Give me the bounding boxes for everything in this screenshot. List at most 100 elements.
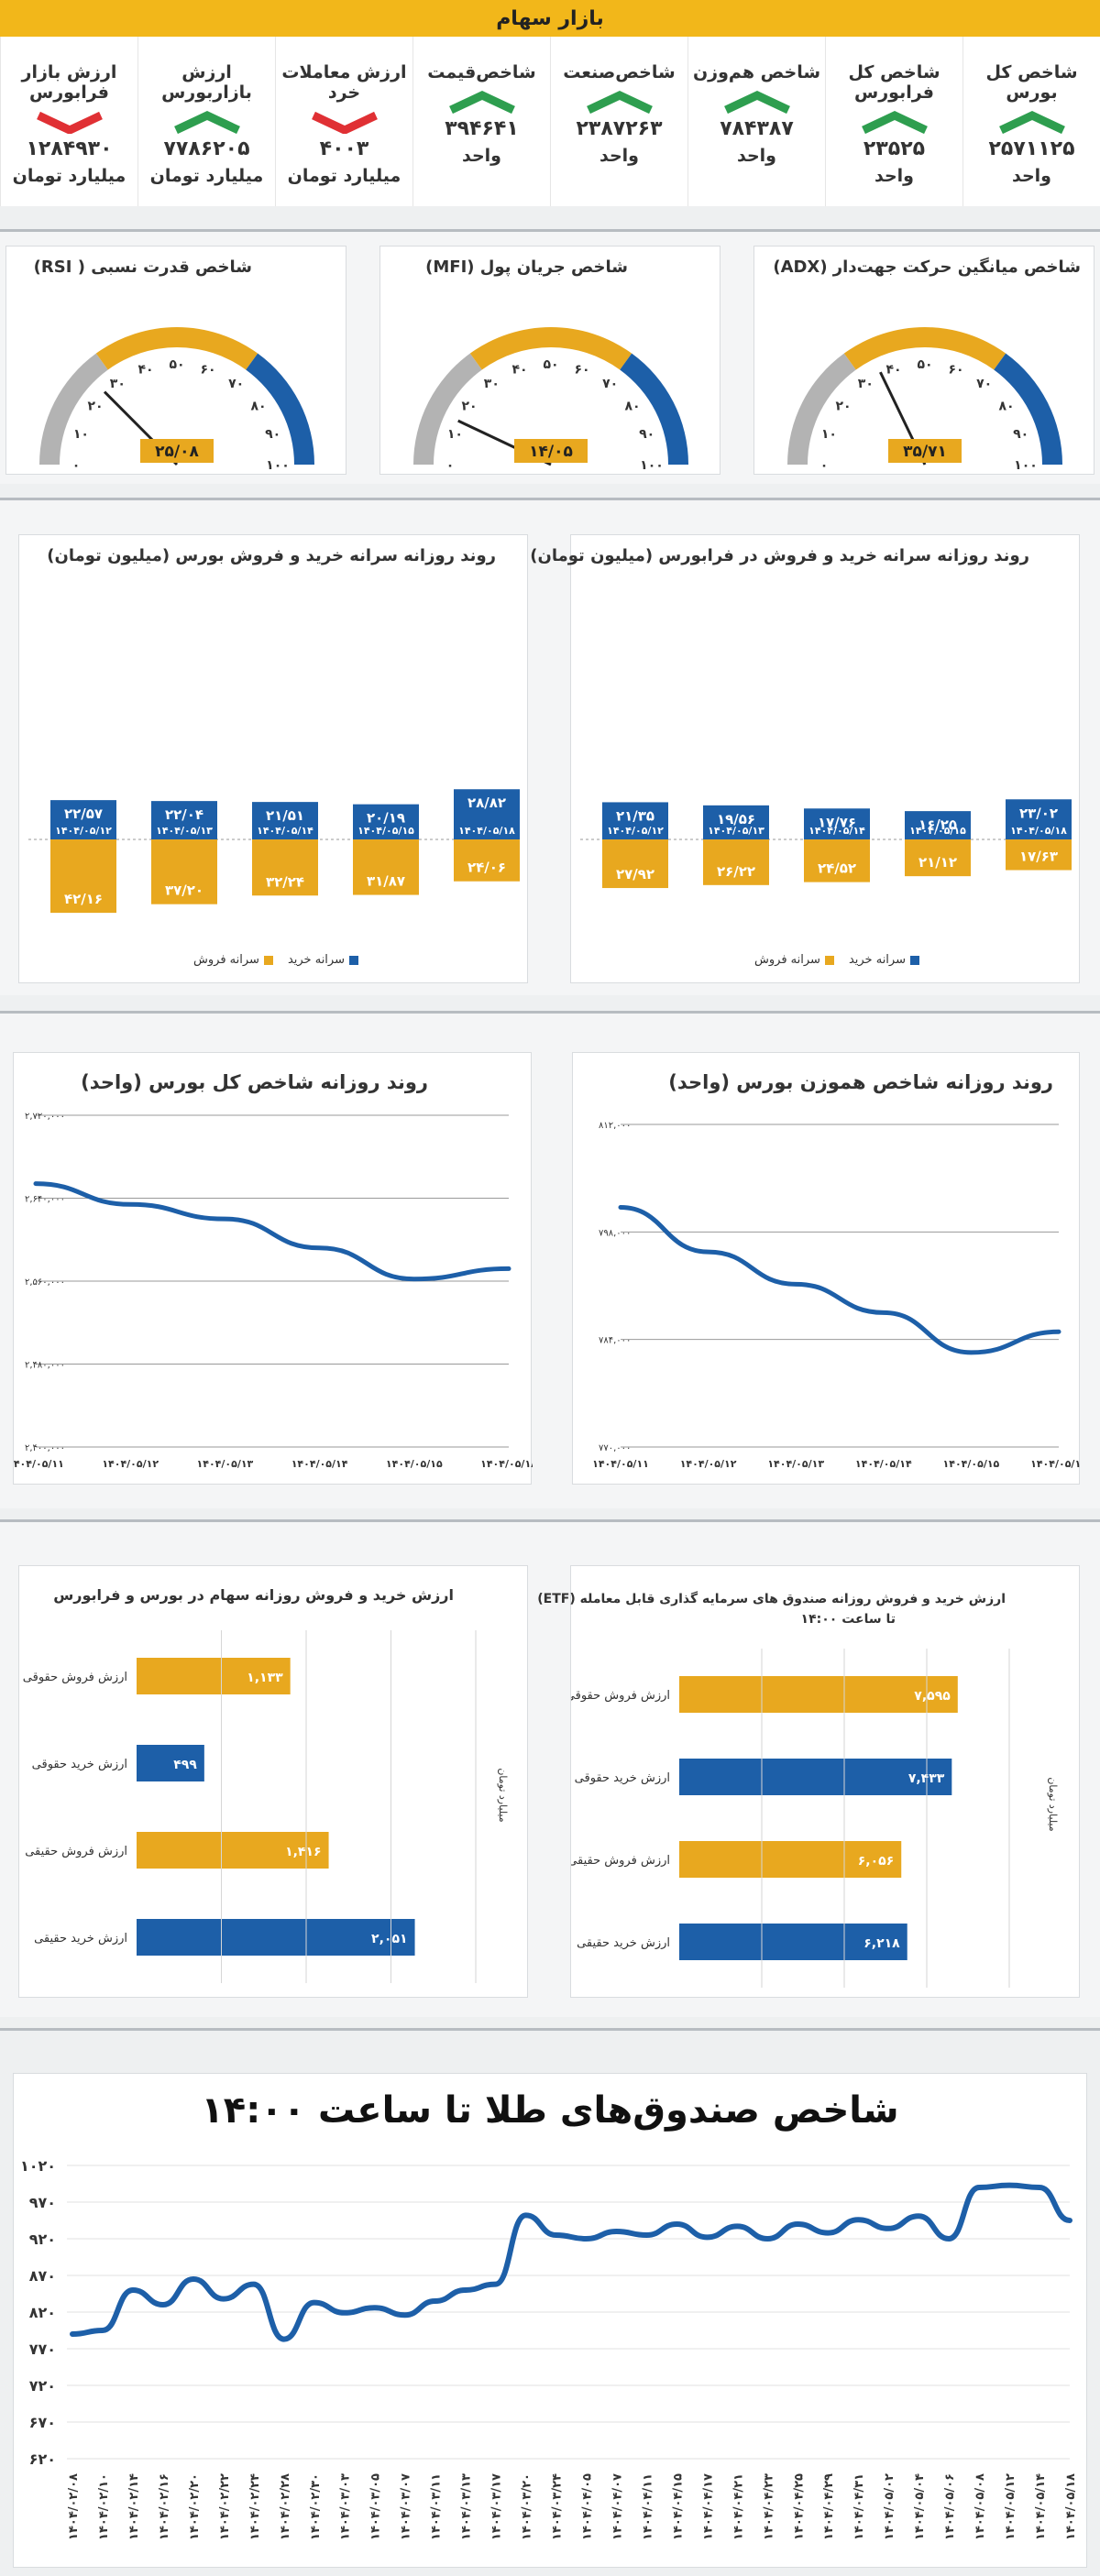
- gauge-tick-label: ۵۰: [917, 357, 932, 372]
- x-tick-label: ۱۴۰۴/۰۵/۱۵: [943, 1458, 1000, 1470]
- x-tick-label: ۱۴۰۴/۰۴/۲۳: [762, 2473, 776, 2540]
- legend-buy: سرانه خرید: [849, 953, 919, 967]
- trend-chevron: [726, 95, 788, 110]
- gauge-tick-label: ۵۰: [169, 357, 184, 372]
- kpi-title: ارزش معاملات خرد: [276, 62, 412, 103]
- gauge-tick-label: ۰: [446, 458, 455, 473]
- buy-value-label: ۲۱/۵۱: [266, 807, 304, 824]
- x-tick-label: ۱۴۰۴/۰۳/۲۰: [521, 2473, 534, 2540]
- x-tick-label: ۱۴۰۴/۰۵/۱۱: [14, 1458, 64, 1470]
- gauge-tick-label: ۴۰: [886, 362, 901, 377]
- category-label: ۱۴۰۴/۰۵/۱۳: [156, 825, 213, 837]
- buy-value-label: ۲۲/۰۴: [165, 806, 204, 823]
- x-tick-label: ۱۴۰۴/۰۲/۲۲: [218, 2473, 232, 2540]
- buy-value-label: ۲۱/۳۵: [616, 807, 654, 824]
- x-tick-label: ۱۴۰۴/۰۵/۱۸: [480, 1458, 533, 1470]
- kpi-unit: واحد: [551, 146, 688, 166]
- x-tick-label: ۱۴۰۴/۰۲/۱۴: [127, 2473, 141, 2540]
- gauge-tick-label: ۴۰: [138, 362, 153, 377]
- x-tick-label: ۱۴۰۴/۰۵/۱۳: [767, 1458, 824, 1470]
- y-tick-label: ۶۲۰: [29, 2450, 56, 2468]
- x-tick-label: ۱۴۰۴/۰۴/۳۱: [852, 2473, 866, 2540]
- x-tick-label: ۱۴۰۴/۰۳/۰۵: [369, 2473, 383, 2540]
- kpi-unit: میلیارد تومان: [138, 166, 275, 186]
- farabourse-per-capita-chart: ۲۱/۳۵۱۴۰۴/۰۵/۱۲۲۷/۹۲۱۹/۵۶۱۴۰۴/۰۵/۱۳۲۶/۲۲…: [571, 572, 1081, 975]
- x-tick-label: ۱۴۰۴/۰۲/۲۴: [248, 2473, 262, 2540]
- kpi-row: شاخص کل بورس ۲۵۷۱۱۲۵ واحد شاخص کل فرابورس ۲۳…: [0, 37, 1100, 206]
- category-label: ۱۴۰۴/۰۵/۱۸: [458, 825, 515, 837]
- x-tick-label: ۱۴۰۴/۰۲/۲۰: [188, 2473, 202, 2540]
- kpi-title: شاخص کل فرابورس: [826, 62, 962, 103]
- trend-chevron: [314, 115, 376, 130]
- x-tick-label: ۱۴۰۴/۰۵/۱۴: [1034, 2473, 1048, 2540]
- trend-down-icon: [308, 110, 381, 134]
- legend-swatch: [349, 956, 358, 965]
- gauge-tick-label: ۸۰: [250, 399, 266, 413]
- bar-value-label: ۶,۰۵۶: [858, 1854, 895, 1869]
- category-label: ۱۴۰۴/۰۵/۱۵: [358, 825, 414, 837]
- category-label: ۱۴۰۴/۰۵/۱۸: [1010, 825, 1067, 837]
- legend-label: سرانه خرید: [849, 953, 906, 967]
- trend-chevron: [1001, 115, 1063, 130]
- gauge-tick-label: ۱۰۰: [266, 458, 290, 473]
- x-tick-label: ۱۴۰۴/۰۲/۳۰: [309, 2473, 323, 2540]
- chart-legend: سرانه خرید سرانه فروش: [193, 953, 358, 967]
- y-tick-label: ۸۲۰: [29, 2304, 56, 2321]
- stock-value-chart: ۱,۱۳۳ارزش فروش حقوقی۴۹۹ارزش خرید حقوقی۱,…: [19, 1566, 529, 1999]
- kpi-card: شاخص کل فرابورس ۲۳۵۲۵ واحد: [825, 37, 962, 206]
- gauge-tick-label: ۳۰: [484, 377, 500, 391]
- x-tick-label: ۱۴۰۴/۰۴/۱۷: [701, 2473, 715, 2540]
- x-tick-label: ۱۴۰۴/۰۵/۱۲: [680, 1458, 737, 1470]
- trend-up-icon: [858, 110, 931, 134]
- buy-value-label: ۲۳/۰۲: [1019, 805, 1058, 821]
- x-tick-label: ۱۴۰۴/۰۵/۱۱: [592, 1458, 649, 1470]
- bourse-per-capita-chart: ۲۲/۵۷۱۴۰۴/۰۵/۱۲۴۲/۱۶۲۲/۰۴۱۴۰۴/۰۵/۱۳۳۷/۲۰…: [19, 572, 529, 975]
- gauge-panel-adx: شاخص میانگین حرکت جهت‌دار (ADX) ۰ ۱۰ ۲۰ ۳۰ ۴…: [754, 246, 1094, 475]
- gauge-mfi: ۰۱۰۲۰۳۰۴۰ ۵۰ ۶۰۷۰۸۰۹۰۱۰۰۱۴/۰۵: [380, 247, 721, 476]
- kpi-title: شاخص‌صنعت: [551, 62, 688, 82]
- x-tick-label: ۱۴۰۴/۰۵/۱۸: [1064, 2473, 1078, 2540]
- kpi-title: شاخص کل بورس: [963, 62, 1100, 103]
- x-tick-label: ۱۴۰۴/۰۵/۱۴: [855, 1458, 912, 1470]
- x-tick-label: ۱۴۰۴/۰۳/۱۱: [430, 2473, 444, 2540]
- y-tick-label: ۷۹۸,۰۰۰: [599, 1228, 631, 1238]
- gauge-panel-mfi: شاخص جریان پول (MFI) ۰ ۱۰ ۲۰ ۳۰ ۴۰ ۵۰ ۶۰ ۷۰ ۸۰ ۹۰…: [380, 246, 720, 475]
- gauge-tick-label: ۰: [72, 458, 81, 473]
- sell-value-label: ۴۲/۱۶: [64, 891, 103, 907]
- trend-chevron: [588, 95, 651, 110]
- gauge-adx: ۰ ۱۰ ۲۰ ۳۰ ۴۰ ۵۰ ۶۰ ۷۰ ۸۰ ۹۰ ۱۰۰ ۳۵/۷۱: [754, 247, 1095, 476]
- equal-weight-index-panel: روند روزانه شاخص هموزن بورس (واحد) ۷۷۰,۰…: [572, 1052, 1080, 1485]
- chart-title: روند روزانه سرانه خرید و فروش در فرابورس…: [530, 546, 1029, 565]
- gauge-tick-label: ۱۰: [821, 427, 837, 442]
- gauge-tick-label: ۳۰: [858, 377, 874, 391]
- y-tick-label: ۲,۴۸۰,۰۰۰: [25, 1361, 65, 1371]
- gauge-tick-label: ۱۰: [73, 427, 89, 442]
- series-line: [621, 1208, 1059, 1353]
- trend-chevron: [38, 115, 101, 130]
- trend-up-icon: [720, 90, 794, 114]
- category-label: ۱۴۰۴/۰۵/۱۲: [55, 825, 112, 837]
- x-tick-label: ۱۴۰۴/۰۴/۰۷: [610, 2473, 624, 2540]
- y-tick-label: ۶۷۰: [29, 2414, 56, 2431]
- y-tick-label: ۲,۷۲۰,۰۰۰: [25, 1112, 65, 1122]
- category-label: ۱۴۰۴/۰۵/۱۴: [808, 825, 865, 837]
- x-tick-label: ۱۴۰۴/۰۳/۰۳: [339, 2473, 353, 2540]
- kpi-card: شاخص هم‌وزن ۷۸۴۳۸۷ واحد: [688, 37, 825, 206]
- y-tick-label: ۱۰۲۰: [20, 2157, 56, 2175]
- gauge-tick-label: ۷۰: [602, 377, 618, 391]
- gauge-tick-label: ۲۰: [835, 399, 851, 413]
- page-header: بازار سهام: [0, 0, 1100, 37]
- total-index-panel: روند روزانه شاخص کل بورس (واحد) ۲,۴۰۰,۰۰…: [13, 1052, 532, 1485]
- gauge-tick-label: ۱۰: [447, 427, 463, 442]
- stock-value-panel: ارزش خرید و فروش روزانه سهام در بورس و ف…: [18, 1565, 528, 1998]
- category-label: ارزش خرید حقیقی: [34, 1932, 127, 1946]
- x-tick-label: ۱۴۰۴/۰۵/۱۲: [1004, 2473, 1018, 2540]
- equal-weight-index-chart: ۷۷۰,۰۰۰ ۷۸۴,۰۰۰ ۷۹۸,۰۰۰ ۸۱۲,۰۰۰ ۱۴۰۴/۰۵/۱۱ ۱۴…: [573, 1053, 1081, 1485]
- sell-value-label: ۲۷/۹۲: [616, 866, 654, 882]
- gauge-value: ۲۵/۰۸: [155, 443, 199, 461]
- x-tick-label: ۱۴۰۴/۰۵/۱۲: [102, 1458, 159, 1470]
- x-tick-label: ۱۴۰۴/۰۴/۲۱: [732, 2473, 745, 2540]
- legend-swatch: [910, 956, 919, 965]
- kpi-value: ۲۵۷۱۱۲۵: [963, 137, 1100, 160]
- sell-value-label: ۱۷/۶۳: [1019, 848, 1058, 864]
